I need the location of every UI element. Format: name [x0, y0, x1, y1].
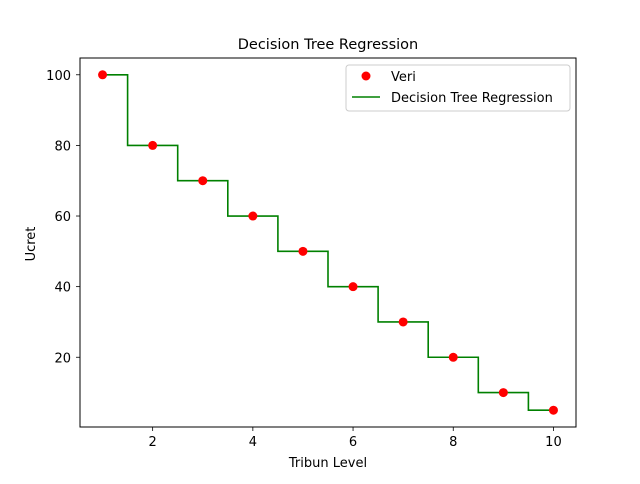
y-axis-ticks: 20 40 60 80 100 [46, 69, 80, 366]
data-point [448, 352, 458, 362]
x-tick-label: 6 [349, 435, 357, 450]
y-tick-label: 100 [46, 69, 71, 84]
legend: Veri Decision Tree Regression [345, 64, 571, 112]
y-tick-label: 40 [54, 281, 71, 296]
data-point [398, 317, 408, 327]
data-point [548, 405, 558, 415]
axes-frame [79, 57, 577, 428]
legend-label-veri: Veri [391, 70, 416, 85]
x-tick-label: 8 [449, 435, 457, 450]
legend-label-decision-tree: Decision Tree Regression [391, 91, 553, 106]
data-point [198, 176, 208, 186]
series-layer [98, 70, 558, 415]
data-point [248, 211, 258, 221]
legend-marker-veri [361, 71, 371, 81]
data-point [498, 388, 508, 398]
y-axis-label: Ucret [24, 227, 39, 262]
y-tick-label: 20 [54, 351, 71, 366]
legend-box [345, 64, 571, 112]
x-axis-ticks: 2 4 6 8 10 [149, 427, 562, 450]
x-axis-label: Tribun Level [288, 456, 367, 471]
plot-area [79, 57, 577, 428]
data-point [298, 246, 308, 256]
x-tick-label: 2 [149, 435, 157, 450]
axes-background [80, 58, 576, 427]
y-tick-label: 80 [54, 139, 71, 154]
chart-title: Decision Tree Regression [238, 37, 418, 53]
data-point [348, 282, 358, 292]
data-point [98, 70, 108, 80]
decision-tree-line [102, 73, 554, 412]
x-tick-label: 4 [249, 435, 257, 450]
y-tick-label: 60 [54, 210, 71, 225]
x-tick-label: 10 [545, 435, 562, 450]
data-point [148, 140, 158, 150]
